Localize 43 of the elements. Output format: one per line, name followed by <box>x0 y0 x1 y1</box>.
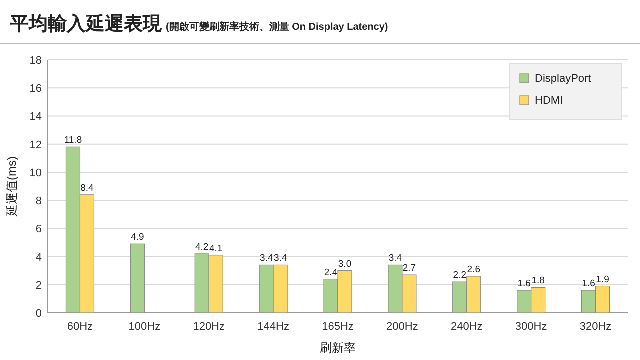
y-tick-label: 12 <box>30 139 42 152</box>
x-tick-label: 60Hz <box>67 321 94 333</box>
y-tick-label: 14 <box>30 111 42 124</box>
data-label: 3.4 <box>274 253 288 264</box>
data-label: 2.2 <box>453 270 466 282</box>
data-label: 3.4 <box>260 253 274 264</box>
y-tick-label: 8 <box>36 196 42 208</box>
legend-label: DisplayPort <box>535 73 592 85</box>
data-label: 1.9 <box>596 274 610 286</box>
chart-title: 平均輸入延遲表現 <box>9 13 163 35</box>
data-label: 1.8 <box>532 276 545 287</box>
x-tick-label: 120Hz <box>193 321 226 333</box>
data-label: 8.4 <box>80 182 94 194</box>
legend-label: HDMI <box>535 95 564 107</box>
data-label: 1.6 <box>518 278 531 290</box>
data-label: 11.8 <box>64 135 82 146</box>
y-tick-label: 10 <box>30 167 42 180</box>
y-tick-label: 18 <box>30 55 42 67</box>
data-label: 4.2 <box>196 242 209 253</box>
x-tick-label: 300Hz <box>515 321 548 333</box>
data-label: 2.4 <box>324 267 338 278</box>
data-label: 2.6 <box>467 264 480 276</box>
y-tick-label: 6 <box>36 224 42 236</box>
chart-subtitle: (開啟可變刷新率技術、測量 On Display Latency) <box>166 21 388 33</box>
data-label: 3.0 <box>338 258 352 270</box>
data-label: 4.1 <box>210 243 223 254</box>
x-tick-label: 200Hz <box>386 321 418 333</box>
bar <box>130 244 145 314</box>
x-axis-title: 刷新率 <box>320 341 356 355</box>
x-tick-label: 320Hz <box>580 321 612 333</box>
x-tick-label: 240Hz <box>450 321 483 333</box>
data-label: 2.7 <box>402 263 416 274</box>
data-label: 3.4 <box>388 253 402 264</box>
data-label: 4.9 <box>131 232 144 244</box>
x-tick-label: 100Hz <box>128 321 161 333</box>
x-tick-label: 165Hz <box>322 321 354 333</box>
y-tick-label: 2 <box>36 280 42 292</box>
y-tick-label: 0 <box>36 308 42 320</box>
x-tick-label: 144Hz <box>258 321 290 333</box>
y-axis-title: 延遲值(ms) <box>5 156 19 218</box>
data-label: 1.6 <box>582 278 596 290</box>
y-tick-label: 16 <box>30 83 42 96</box>
y-tick-label: 4 <box>36 252 42 264</box>
